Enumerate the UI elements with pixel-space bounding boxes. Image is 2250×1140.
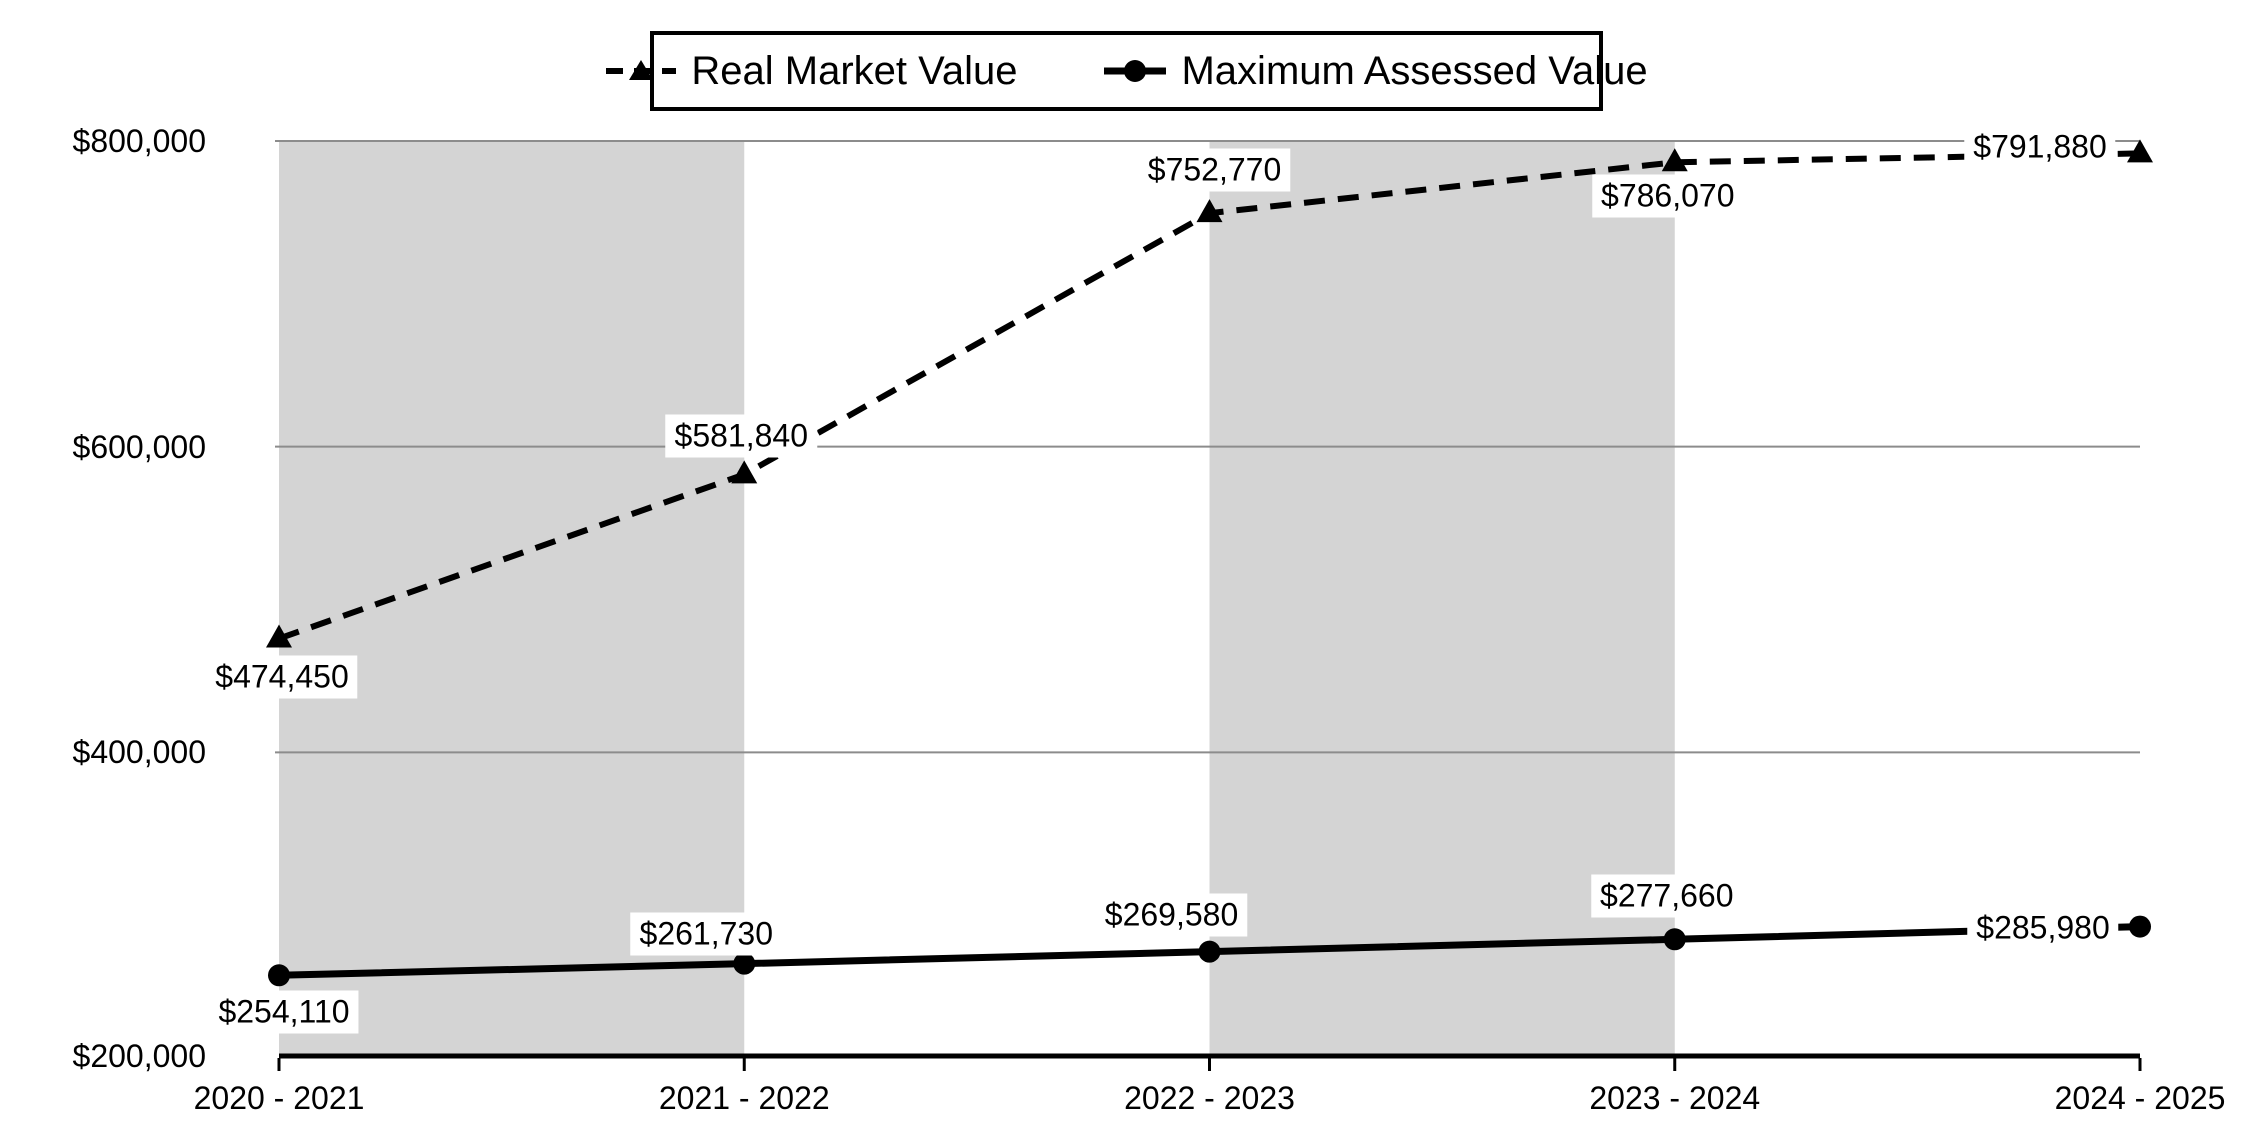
rmv-marker-4 [2127, 139, 2153, 163]
data-label-rmv-2022: $752,770 [1138, 148, 1291, 192]
legend-item-real-market-value: Real Market Value [605, 48, 1017, 94]
data-label-rmv-2023: $786,070 [1592, 174, 1744, 218]
data-label-rmv-2024: $791,880 [1964, 125, 2116, 169]
y-axis-tick-label: $200,000 [72, 1038, 206, 1074]
mav-marker-0 [268, 964, 290, 987]
data-label-rmv-2020: $474,450 [206, 655, 358, 699]
alt-year-band-0 [279, 141, 745, 1058]
mav-marker-1 [733, 952, 756, 975]
x-axis-tick-label: 2021 - 2022 [658, 1080, 830, 1116]
mav-marker-2 [1198, 940, 1221, 963]
mav-marker-4 [2129, 915, 2151, 938]
data-label-mav-2024: $285,980 [1967, 906, 2119, 950]
y-axis-tick-label: $600,000 [72, 429, 206, 465]
x-axis-tick-label: 2022 - 2023 [1124, 1080, 1295, 1116]
data-label-mav-2021: $261,730 [630, 912, 782, 956]
legend-label: Real Market Value [691, 49, 1018, 93]
data-label-mav-2022: $269,580 [1095, 893, 1248, 937]
legend: Real Market Value Maximum Assessed Value [606, 31, 1648, 111]
x-axis-tick-label: 2023 - 2024 [1589, 1080, 1761, 1116]
data-label-mav-2020: $254,110 [209, 990, 359, 1034]
y-axis-tick-label: $800,000 [72, 123, 206, 159]
data-label-mav-2023: $277,660 [1591, 874, 1743, 918]
solid-circle-line-icon [1104, 60, 1167, 82]
y-axis-tick-label: $400,000 [72, 734, 206, 770]
x-axis-tick-label: 2020 - 2021 [193, 1080, 365, 1116]
rmv-marker-2 [1196, 199, 1223, 223]
alt-year-band-1 [1209, 141, 1675, 1058]
rmv-marker-0 [266, 624, 292, 648]
x-axis-tick-label: 2024 - 2025 [2054, 1080, 2226, 1116]
data-label-rmv-2021: $581,840 [665, 414, 817, 458]
mav-marker-3 [1663, 928, 1686, 951]
dashed-triangle-line-icon [606, 60, 677, 80]
rmv-marker-3 [1661, 148, 1688, 172]
legend-label: Maximum Assessed Value [1181, 49, 1648, 93]
rmv-marker-1 [731, 460, 758, 484]
legend-item-maximum-assessed-value: Maximum Assessed Value [1103, 48, 1648, 94]
